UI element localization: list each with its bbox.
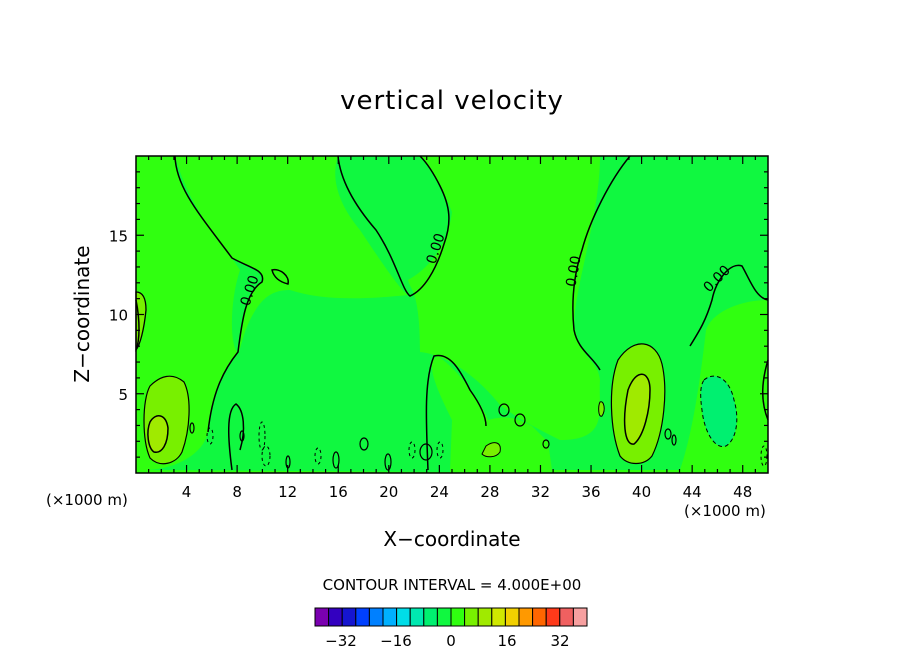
small-contour [498, 403, 510, 417]
region-downdraft-right [700, 375, 738, 447]
colorbar-swatch [545, 607, 561, 627]
colorbar-swatch [355, 607, 370, 627]
small-contour [419, 443, 433, 461]
colorbar-swatch [532, 607, 547, 627]
x-tick-label: 32 [531, 483, 550, 501]
x-tick-label: 16 [329, 483, 348, 501]
x-tick-label: 4 [182, 483, 192, 501]
small-contour [189, 422, 195, 434]
x-tick-label: 8 [232, 483, 242, 501]
chart-title: vertical velocity [340, 86, 564, 116]
x-tick-label: 12 [278, 483, 297, 501]
colorbar-swatch [436, 607, 452, 627]
colorbar-swatch [559, 607, 574, 627]
zero-contour-line [689, 264, 769, 347]
colorbar-swatch [450, 607, 466, 627]
x-axis-label: X−coordinate [383, 527, 521, 551]
region-updraft-right-core [623, 373, 651, 445]
zero-contour-line [762, 359, 769, 421]
contour-label: 0.00 [563, 255, 584, 288]
colorbar-swatch [572, 607, 588, 627]
small-contour [671, 434, 677, 446]
negative-contour [760, 445, 768, 467]
x-unit-right: (×1000 m) [684, 502, 766, 520]
colorbar-label: 32 [550, 632, 569, 650]
colorbar-swatch [328, 607, 343, 627]
negative-contour [314, 447, 322, 465]
region-updraft-small [481, 442, 501, 458]
y-tick-label: 5 [118, 386, 128, 404]
zero-contour-line [135, 299, 140, 351]
zero-contour-line [337, 155, 450, 297]
region-updraft-left-core [147, 415, 169, 453]
small-contour [514, 413, 526, 427]
small-contour [239, 430, 245, 442]
colorbar-label: 16 [497, 632, 516, 650]
x-tick-label: 36 [581, 483, 600, 501]
y-axis-label: Z−coordinate [70, 245, 94, 383]
x-tick-label: 44 [683, 483, 702, 501]
colorbar-label: −16 [380, 632, 412, 650]
negative-contour [436, 441, 444, 459]
colorbar-swatch [464, 607, 479, 627]
small-contour [384, 453, 392, 471]
colorbar-swatch [382, 607, 398, 627]
colorbar-swatch [409, 607, 425, 627]
colorbar-swatch [504, 607, 520, 627]
small-contour [359, 437, 369, 451]
colorbar-swatch [491, 607, 506, 627]
small-contour [664, 428, 672, 440]
colorbar-label: 0 [446, 632, 456, 650]
x-tick-label: 24 [430, 483, 449, 501]
plot-panel: 0.000.000.00 0.00 [135, 155, 769, 474]
zero-contour-line [425, 354, 487, 471]
x-tick-label: 20 [379, 483, 398, 501]
colorbar-swatch [423, 607, 438, 627]
small-contour [332, 451, 340, 469]
y-tick-label: 15 [109, 227, 128, 245]
y-tick-label: 10 [109, 307, 128, 325]
region-updraft-tiny [598, 401, 605, 417]
zero-contour-line [174, 155, 264, 433]
colorbar-label: −32 [325, 632, 357, 650]
x-tick-label: 40 [632, 483, 651, 501]
negative-contour [206, 427, 214, 445]
zero-contour-line [271, 268, 289, 285]
negative-contour [261, 445, 271, 467]
colorbar-swatch [368, 607, 384, 627]
colorbar-swatch [518, 607, 534, 627]
colorbar: −32 −16 0 16 32 [314, 607, 588, 650]
colorbar-swatch [396, 607, 411, 627]
small-contour [542, 439, 550, 449]
colorbar-swatch [314, 607, 330, 627]
colorbar-swatch [477, 607, 493, 627]
negative-contour [258, 421, 266, 451]
contour-interval: CONTOUR INTERVAL = 4.000E+00 [322, 576, 582, 594]
x-unit-left: (×1000 m) [46, 491, 128, 509]
x-tick-label: 48 [733, 483, 752, 501]
zero-contour-line [572, 155, 631, 371]
colorbar-swatch [341, 607, 357, 627]
negative-contour [408, 441, 416, 459]
x-tick-label: 28 [480, 483, 499, 501]
